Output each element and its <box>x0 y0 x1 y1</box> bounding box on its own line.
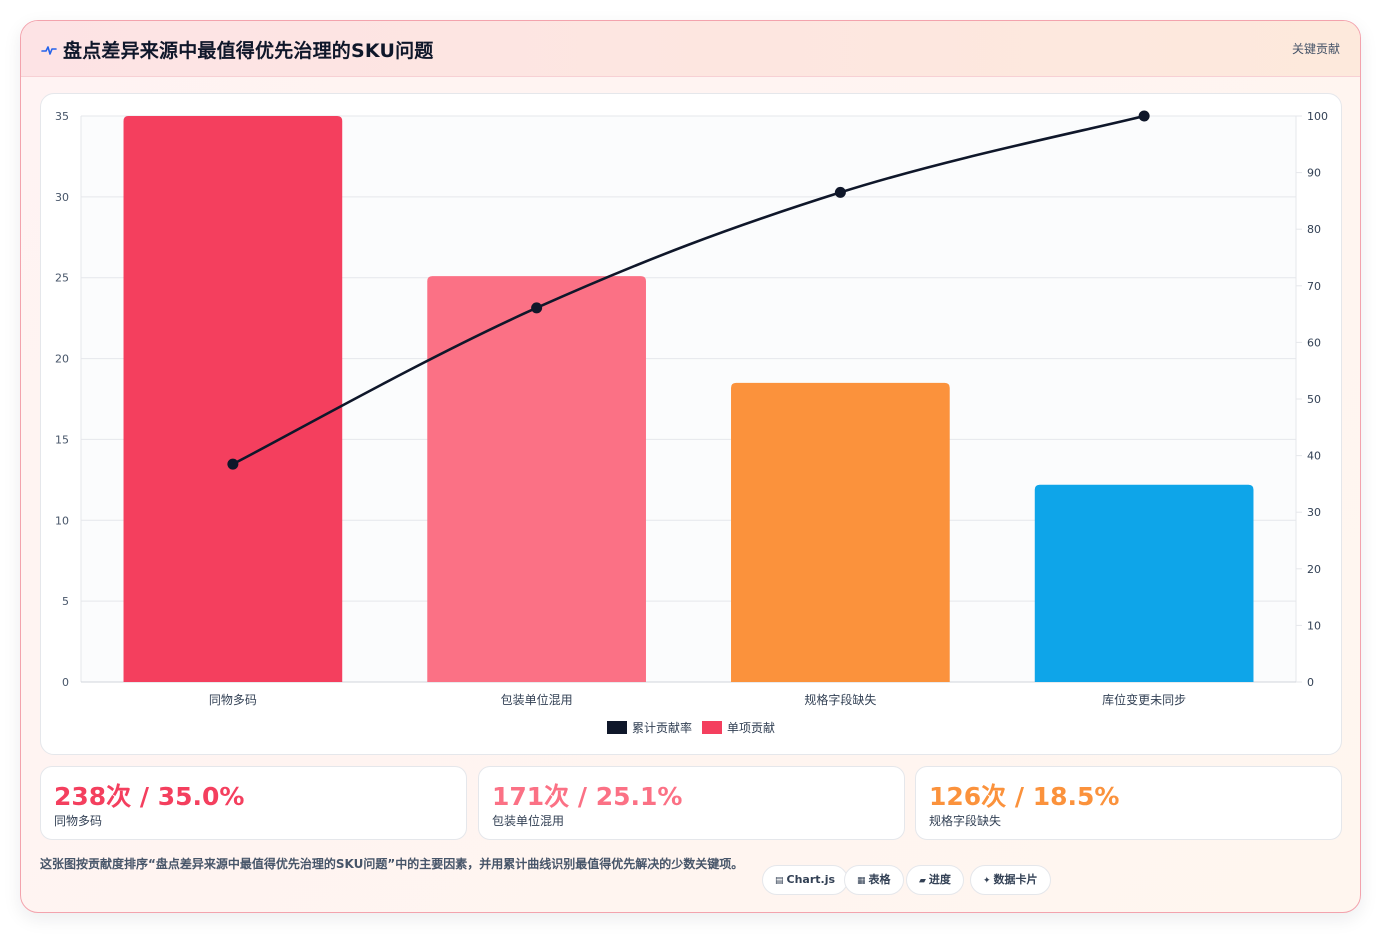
chart-icon: ▤ <box>775 876 784 886</box>
y-right-tick-label: 10 <box>1307 619 1321 632</box>
bar <box>1034 484 1254 682</box>
cumulative-point <box>834 186 846 198</box>
x-tick-label: 包装单位混用 <box>501 692 573 707</box>
cumulative-line <box>232 114 1145 466</box>
chip-progress[interactable]: ▰ 进度 <box>906 865 964 895</box>
chart-card: 盘点差异来源中最值得优先治理的SKU问题 关键贡献 0 5 10 15 20 25 30 35… <box>20 20 1361 913</box>
table-icon: ▦ <box>857 876 866 886</box>
chip-table[interactable]: ▦ 表格 <box>844 865 904 895</box>
stat-card-2: 126次 / 18.5% 规格字段缺失 <box>915 766 1342 840</box>
bar <box>427 276 646 682</box>
progress-icon: ▰ <box>919 876 926 886</box>
pareto-chart: 0 5 10 15 20 25 30 35 0 10 20 30 40 50 60 70 80 90 100 同物多码… <box>55 110 1328 735</box>
x-tick-label: 同物多码 <box>209 693 257 707</box>
bar <box>731 382 950 682</box>
y-left-tick-label: 10 <box>55 514 69 527</box>
y-right-tick-label: 100 <box>1307 110 1328 123</box>
pulse-icon <box>41 46 57 55</box>
y-right-tick-label: 90 <box>1307 167 1321 180</box>
cumulative-point <box>1138 110 1150 122</box>
y-right-tick-label: 30 <box>1307 506 1321 519</box>
legend-label: 单项贡献 <box>727 720 775 735</box>
stat-card-1: 171次 / 25.1% 包装单位混用 <box>478 766 905 840</box>
stat-label: 规格字段缺失 <box>929 814 1002 828</box>
legend-swatch <box>607 721 627 734</box>
chart-description: 这张图按贡献度排序“盘点差异来源中最值得优先治理的SKU问题”中的主要因素，并用… <box>40 857 744 871</box>
cumulative-point <box>531 302 543 314</box>
stat-card-0: 238次 / 35.0% 同物多码 <box>40 766 467 840</box>
sparkle-icon: ✦ <box>983 876 991 886</box>
chart-panel: 0 5 10 15 20 25 30 35 0 10 20 30 40 50 60 70 80 90 100 同物多码… <box>40 93 1342 755</box>
page-title: 盘点差异来源中最值得优先治理的SKU问题 <box>63 40 434 62</box>
x-tick-label: 库位变更未同步 <box>1102 692 1186 707</box>
stat-label: 包装单位混用 <box>492 814 565 828</box>
chip-label: 进度 <box>928 873 951 886</box>
stat-value: 126次 / 18.5% <box>929 782 1120 811</box>
stat-value: 238次 / 35.0% <box>54 782 245 811</box>
cumulative-point <box>227 458 239 470</box>
y-left-tick-label: 35 <box>55 110 69 123</box>
bar <box>123 116 343 682</box>
chip-data-cards[interactable]: ✦ 数据卡片 <box>970 865 1051 895</box>
y-left-tick-label: 30 <box>55 191 69 204</box>
chip-label: Chart.js <box>786 873 836 886</box>
legend-swatch <box>702 721 722 734</box>
y-left-tick-label: 20 <box>55 353 69 366</box>
stat-value: 171次 / 25.1% <box>492 782 683 811</box>
legend-label: 累计贡献率 <box>632 720 692 735</box>
chip-chartjs[interactable]: ▤ Chart.js <box>762 865 849 895</box>
stat-label: 同物多码 <box>54 814 103 828</box>
y-left-tick-label: 0 <box>62 676 69 689</box>
y-left-tick-label: 25 <box>55 272 69 285</box>
y-right-tick-label: 0 <box>1307 676 1314 689</box>
y-left-tick-label: 15 <box>55 433 69 446</box>
y-right-tick-label: 80 <box>1307 223 1321 236</box>
y-left-tick-label: 5 <box>62 595 69 608</box>
card-header: 盘点差异来源中最值得优先治理的SKU问题 关键贡献 <box>21 21 1360 77</box>
y-right-tick-label: 20 <box>1307 563 1321 576</box>
y-right-tick-label: 40 <box>1307 450 1321 463</box>
header-tag: 关键贡献 <box>1291 42 1340 56</box>
y-right-tick-label: 50 <box>1307 393 1321 406</box>
x-tick-label: 规格字段缺失 <box>804 692 876 707</box>
chip-label: 表格 <box>868 873 891 886</box>
chip-label: 数据卡片 <box>993 873 1038 886</box>
y-right-tick-label: 60 <box>1307 336 1321 349</box>
y-right-tick-label: 70 <box>1307 280 1321 293</box>
